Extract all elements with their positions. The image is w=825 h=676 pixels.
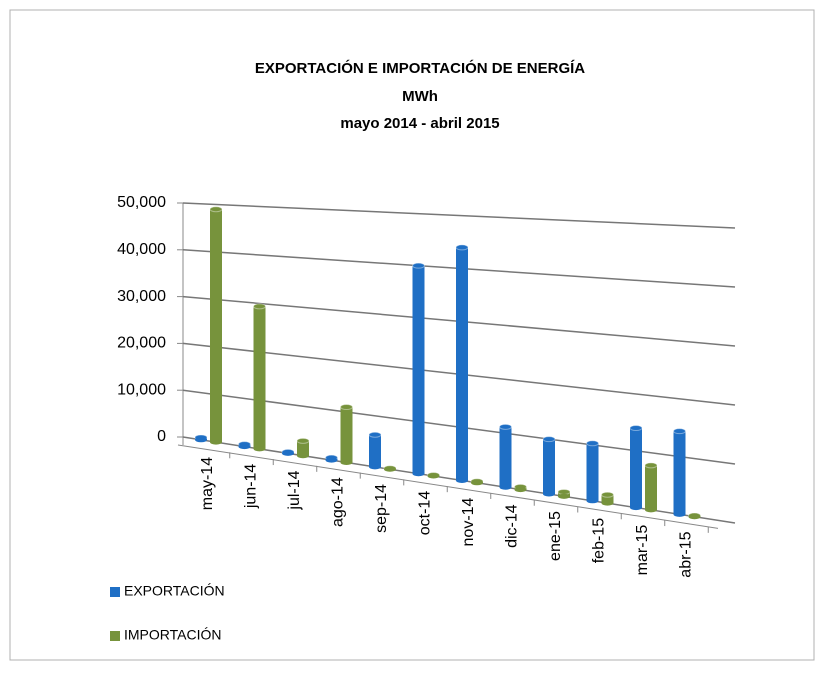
legend-label: EXPORTACIÓN [124,583,225,599]
bar [601,494,614,504]
bar-base [645,507,657,513]
bar-base [630,505,642,511]
bar-cap [368,431,382,438]
bar-cap [557,488,571,495]
bar [297,440,309,456]
x-tick-label: nov-14 [460,497,477,546]
x-tick-label: sep-14 [373,484,390,533]
bar-base [282,450,294,456]
bar-base [558,493,570,499]
bar-base [369,464,381,470]
bar-cap [601,491,614,498]
bar-base [253,446,266,452]
bar-base [340,459,353,465]
bar [630,428,642,508]
bar [253,306,266,449]
bar [456,247,468,481]
bar-base [297,453,309,459]
bar-cap [673,428,686,435]
bar-base [688,514,701,520]
bar-cap [644,462,658,469]
bar-base [325,457,338,463]
bar-cap [499,423,512,430]
y-tick-label: 50,000 [117,194,166,211]
bar-cap [455,244,469,251]
bar [543,439,555,495]
x-tick-label: jul-14 [286,470,303,510]
bar-base [471,480,483,486]
legend-label: IMPORTACIÓN [124,627,222,643]
bar-cap [253,303,266,310]
y-tick-label: 0 [157,428,166,445]
bar [340,407,353,463]
bar-base [543,491,555,497]
bar [673,431,686,515]
chart-subtitle: MWh [402,88,438,105]
y-tick-label: 20,000 [117,335,166,352]
bar [645,465,657,510]
bar-cap [629,425,643,432]
bar-cap [340,404,353,411]
chart-title: EXPORTACIÓN E IMPORTACIÓN DE ENERGÍA [255,59,585,77]
x-tick-label: oct-14 [417,491,434,536]
x-tick-label: feb-15 [591,518,608,563]
x-tick-label: mar-15 [634,525,651,576]
bar [499,426,512,488]
bar-base [384,466,396,472]
bar-base [456,477,468,483]
x-tick-label: ago-14 [330,477,347,527]
x-axis [177,444,719,529]
legend-swatch [110,587,120,597]
x-tick-label: abr-15 [678,531,695,577]
bar-base [586,498,599,504]
y-tick-label: 40,000 [117,241,166,258]
x-tick-label: may-14 [199,457,216,510]
bar-cap [412,262,425,269]
chart-frame [9,9,815,661]
bar-cap [209,206,223,213]
bar-base [601,500,614,506]
bar-base [238,444,251,450]
bar [369,434,381,467]
bar [586,443,599,501]
bar-base [427,473,440,479]
bar-base [499,484,512,490]
grid-line [182,202,736,229]
bar-base [673,511,686,517]
bar-base [514,487,527,493]
bar-base [195,437,207,443]
bar-base [210,439,222,445]
bar [412,265,425,474]
bar [210,209,222,443]
chart-period: mayo 2014 - abril 2015 [340,115,499,132]
bar-cap [296,437,310,444]
x-tick-label: jun-14 [243,464,260,510]
y-tick-label: 10,000 [117,381,166,398]
bar-cap [542,436,556,443]
bar-base [412,471,425,477]
x-tick-label: ene-15 [547,511,564,561]
x-tick-label: dic-14 [504,504,521,548]
bar-cap [586,440,599,447]
legend-swatch [110,631,120,641]
y-tick-label: 30,000 [117,288,166,305]
